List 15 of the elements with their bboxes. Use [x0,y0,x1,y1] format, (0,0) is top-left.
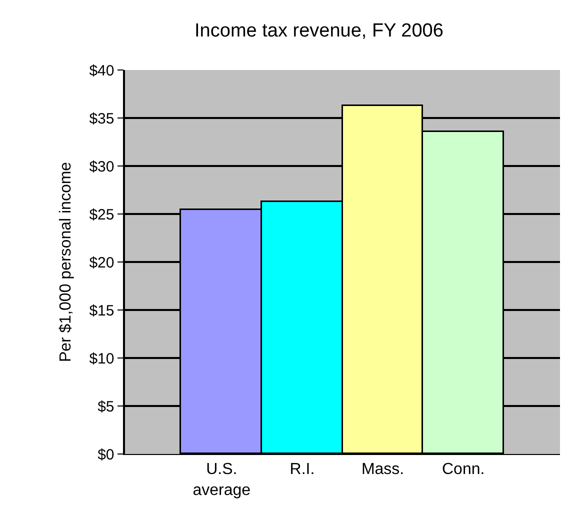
y-tick-label: $15 [89,302,114,320]
y-tick-label: $20 [89,254,114,272]
x-tick-label: R.I. [290,461,315,478]
y-axis-title: Per $1,000 personal income [58,162,75,362]
x-tick-label: U.S. average [192,461,251,499]
y-tick-label: $35 [89,110,114,128]
x-tick-label: Mass. [361,461,404,478]
y-tick-label: $0 [98,446,114,464]
y-tick-label: $30 [89,158,114,176]
y-tick-label: $5 [98,398,114,416]
chart-title: Income tax revenue, FY 2006 [194,20,444,42]
x-tick-label: Conn. [442,461,485,478]
y-tick-label: $25 [89,206,114,224]
y-tick-label: $40 [89,62,114,80]
y-tick-label: $10 [89,350,114,368]
